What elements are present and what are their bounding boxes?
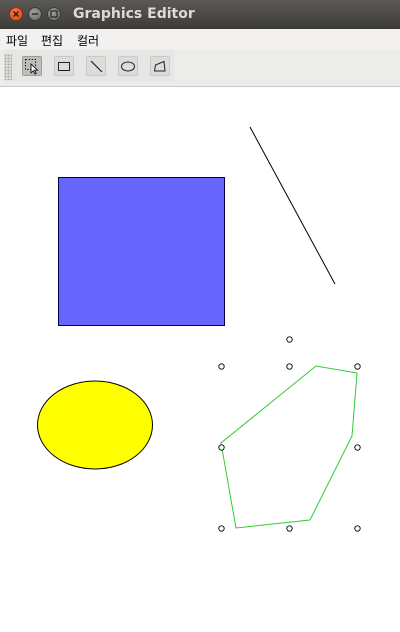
rotate-handle[interactable] xyxy=(286,336,293,343)
resize-handle-e[interactable] xyxy=(354,444,361,451)
resize-handle-sw[interactable] xyxy=(218,525,225,532)
toolbar-grip-handle[interactable] xyxy=(4,54,12,80)
canvas-shapes xyxy=(37,126,361,532)
resize-handle-w[interactable] xyxy=(218,444,225,451)
green-polygon[interactable] xyxy=(220,365,358,529)
oval-icon xyxy=(121,61,135,72)
resize-handle-nw[interactable] xyxy=(218,363,225,370)
menu-bar: 파일 편집 컬러 xyxy=(0,29,400,49)
black-line[interactable] xyxy=(249,126,336,285)
maximize-button[interactable] xyxy=(47,7,61,21)
close-button[interactable] xyxy=(9,7,23,21)
line-icon xyxy=(90,60,103,73)
menu-file[interactable]: 파일 xyxy=(6,34,29,48)
resize-handle-se[interactable] xyxy=(354,525,361,532)
yellow-ellipse[interactable] xyxy=(37,380,153,470)
rectangle-tool-button[interactable] xyxy=(54,56,74,76)
minimize-button[interactable] xyxy=(28,7,42,21)
drawing-canvas[interactable] xyxy=(0,87,400,628)
select-arrow-icon xyxy=(25,59,39,75)
polygon-tool-button[interactable] xyxy=(150,56,170,76)
blue-rectangle[interactable] xyxy=(58,177,225,326)
maximize-icon xyxy=(50,10,58,18)
menu-edit[interactable]: 편집 xyxy=(41,34,64,48)
selection-handles[interactable] xyxy=(218,336,361,532)
line-tool-button[interactable] xyxy=(86,56,106,76)
resize-handle-n[interactable] xyxy=(286,363,293,370)
minimize-icon xyxy=(32,13,38,15)
oval-tool-button[interactable] xyxy=(118,56,138,76)
menu-color[interactable]: 컬러 xyxy=(77,34,100,48)
polygon-icon xyxy=(153,60,166,72)
resize-handle-s[interactable] xyxy=(286,525,293,532)
resize-handle-ne[interactable] xyxy=(354,363,361,370)
title-bar[interactable]: Graphics Editor xyxy=(0,0,400,29)
window-title: Graphics Editor xyxy=(73,6,195,22)
select-tool-button[interactable] xyxy=(22,56,42,76)
rectangle-icon xyxy=(58,62,70,71)
close-icon xyxy=(12,10,20,18)
